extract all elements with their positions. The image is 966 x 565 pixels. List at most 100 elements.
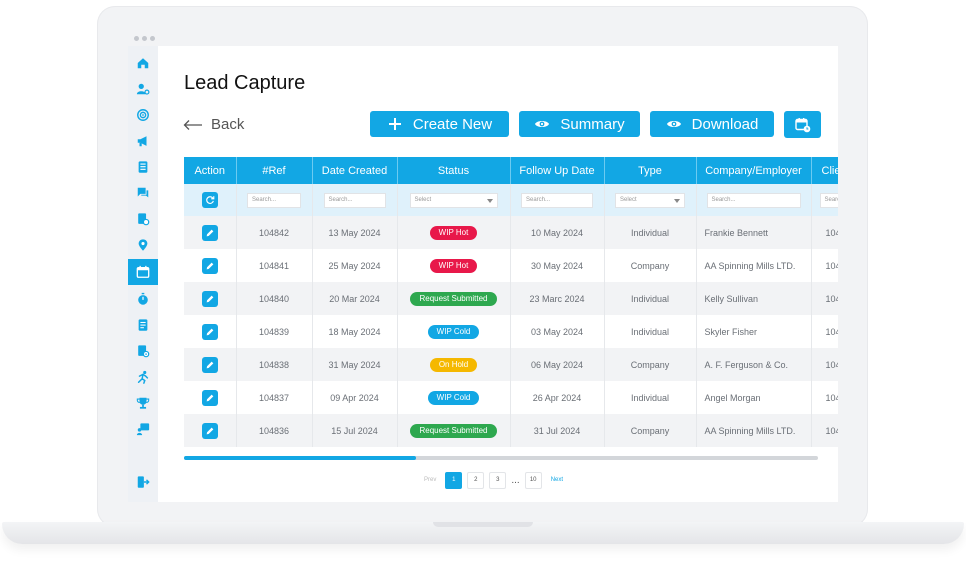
- column-header-date-created[interactable]: Date Created: [312, 157, 398, 184]
- scrollbar-thumb[interactable]: [184, 456, 416, 460]
- cell-client: 104: [811, 216, 838, 249]
- edit-button[interactable]: [201, 356, 218, 373]
- cell-date-created: 25 May 2024: [312, 249, 398, 282]
- cell-follow-up-date: 26 Apr 2024: [510, 381, 605, 414]
- sidebar-item-presentations[interactable]: [128, 416, 158, 442]
- download-label: Download: [691, 115, 759, 133]
- type-select[interactable]: Select: [615, 192, 685, 208]
- cell-ref: 104839: [236, 315, 313, 348]
- lead-table: Action #Ref Date Created Status Follow U…: [184, 157, 838, 447]
- status-select[interactable]: Select: [409, 192, 498, 208]
- sidebar-item-lead-capture[interactable]: [128, 259, 158, 285]
- page-10-button[interactable]: 10: [524, 471, 542, 489]
- table-row[interactable]: 104840 20 Mar 2024 Request Submitted 23 Mar…: [184, 282, 838, 315]
- edit-button[interactable]: [201, 323, 218, 340]
- location-pin-icon: [138, 239, 148, 251]
- date-created-search-input[interactable]: Search...: [323, 192, 386, 208]
- cell-company: AA Spinning Mills LTD.: [696, 414, 812, 447]
- table-header-row: Action #Ref Date Created Status Follow U…: [184, 157, 838, 184]
- sidebar-item-users[interactable]: [128, 76, 158, 102]
- sidebar-item-documents[interactable]: [128, 206, 158, 232]
- cell-ref: 104840: [236, 282, 313, 315]
- sidebar-item-locations[interactable]: [128, 232, 158, 258]
- cell-company: Kelly Sullivan: [696, 282, 812, 315]
- sidebar-item-campaigns[interactable]: [128, 128, 158, 154]
- page-2-button[interactable]: 2: [467, 471, 485, 489]
- cell-client: 104: [811, 381, 838, 414]
- sidebar-item-messages[interactable]: [128, 180, 158, 206]
- sidebar-item-settings[interactable]: [128, 338, 158, 364]
- pencil-icon: [206, 427, 214, 434]
- cell-date-created: 31 May 2024: [312, 348, 398, 381]
- sidebar-item-targets[interactable]: [128, 102, 158, 128]
- cell-follow-up-date: 31 Jul 2024: [510, 414, 605, 447]
- cell-type: Company: [604, 348, 697, 381]
- page-3-button[interactable]: 3: [489, 471, 507, 489]
- cell-company: Frankie Bennett: [696, 216, 812, 249]
- sidebar-item-achievements[interactable]: [128, 390, 158, 416]
- edit-button[interactable]: [201, 257, 218, 274]
- ref-search-input[interactable]: Search...: [247, 192, 301, 208]
- cell-type: Individual: [604, 381, 697, 414]
- user-settings-icon: [136, 83, 150, 95]
- column-header-client[interactable]: Clie: [811, 157, 838, 184]
- cell-status: WIP Cold: [397, 315, 511, 348]
- filter-row: Search... Search... Select Search... Sel…: [184, 184, 838, 216]
- column-header-type[interactable]: Type: [604, 157, 697, 184]
- download-button[interactable]: Download: [650, 111, 774, 137]
- sidebar: [128, 46, 158, 502]
- column-header-company[interactable]: Company/Employer: [696, 157, 812, 184]
- back-link[interactable]: Back: [183, 116, 244, 133]
- cell-date-created: 09 Apr 2024: [312, 381, 398, 414]
- table-row[interactable]: 104838 31 May 2024 On Hold 06 May 2024 Compa…: [184, 348, 838, 381]
- page-1-button[interactable]: 1: [445, 471, 463, 489]
- edit-button[interactable]: [201, 422, 218, 439]
- sidebar-item-reports[interactable]: [128, 312, 158, 338]
- status-badge: WIP Cold: [427, 390, 480, 405]
- megaphone-icon: [137, 136, 147, 147]
- sidebar-item-timer[interactable]: [128, 286, 158, 312]
- refresh-icon: [205, 196, 215, 204]
- sidebar-item-tasks[interactable]: [128, 154, 158, 180]
- column-header-status[interactable]: Status: [397, 157, 511, 184]
- cell-type: Company: [604, 414, 697, 447]
- table-row[interactable]: 104839 18 May 2024 WIP Cold 03 May 2024 Indi…: [184, 315, 838, 348]
- column-header-follow-up-date[interactable]: Follow Up Date: [510, 157, 605, 184]
- laptop-base: [2, 522, 964, 544]
- prev-page-link[interactable]: Prev: [424, 477, 437, 483]
- table-row[interactable]: 104836 15 Jul 2024 Request Submitted 31 Jul…: [184, 414, 838, 447]
- pencil-icon: [206, 295, 214, 302]
- sidebar-item-home[interactable]: [128, 50, 158, 76]
- next-page-link[interactable]: Next: [550, 477, 564, 483]
- company-search-input[interactable]: Search...: [706, 192, 801, 208]
- status-select-value: Select: [414, 196, 432, 203]
- horizontal-scrollbar[interactable]: [184, 456, 818, 460]
- sidebar-item-activity[interactable]: [128, 364, 158, 390]
- presentation-icon: [136, 423, 150, 436]
- column-header-action[interactable]: Action: [184, 157, 237, 184]
- schedule-button[interactable]: [784, 111, 821, 138]
- cell-type: Individual: [604, 315, 697, 348]
- reset-filters-button[interactable]: [201, 192, 218, 208]
- window-dots: [134, 36, 155, 41]
- table-row[interactable]: 104841 25 May 2024 WIP Hot 30 May 2024 Compa…: [184, 249, 838, 282]
- edit-button[interactable]: [201, 389, 218, 406]
- pagination-ellipsis: ...: [511, 474, 520, 486]
- edit-button[interactable]: [201, 290, 218, 307]
- status-badge: WIP Cold: [427, 324, 480, 339]
- type-select-value: Select: [620, 196, 637, 203]
- summary-button[interactable]: Summary: [519, 111, 640, 137]
- table-row[interactable]: 104837 09 Apr 2024 WIP Cold 26 Apr 2024 Indi…: [184, 381, 838, 414]
- column-header-ref[interactable]: #Ref: [236, 157, 313, 184]
- edit-button[interactable]: [201, 224, 218, 241]
- plus-icon: [388, 118, 401, 130]
- cell-ref: 104838: [236, 348, 313, 381]
- client-search-input[interactable]: Search...: [819, 192, 838, 208]
- cell-ref: 104841: [236, 249, 313, 282]
- pagination: Prev 1 2 3 ... 10 Next: [424, 471, 563, 489]
- create-new-button[interactable]: Create New: [370, 111, 509, 137]
- logout-icon: [137, 476, 150, 488]
- follow-up-search-input[interactable]: Search...: [521, 192, 593, 208]
- table-row[interactable]: 104842 13 May 2024 WIP Hot 10 May 2024 Indiv…: [184, 216, 838, 249]
- sidebar-item-logout[interactable]: [128, 469, 158, 495]
